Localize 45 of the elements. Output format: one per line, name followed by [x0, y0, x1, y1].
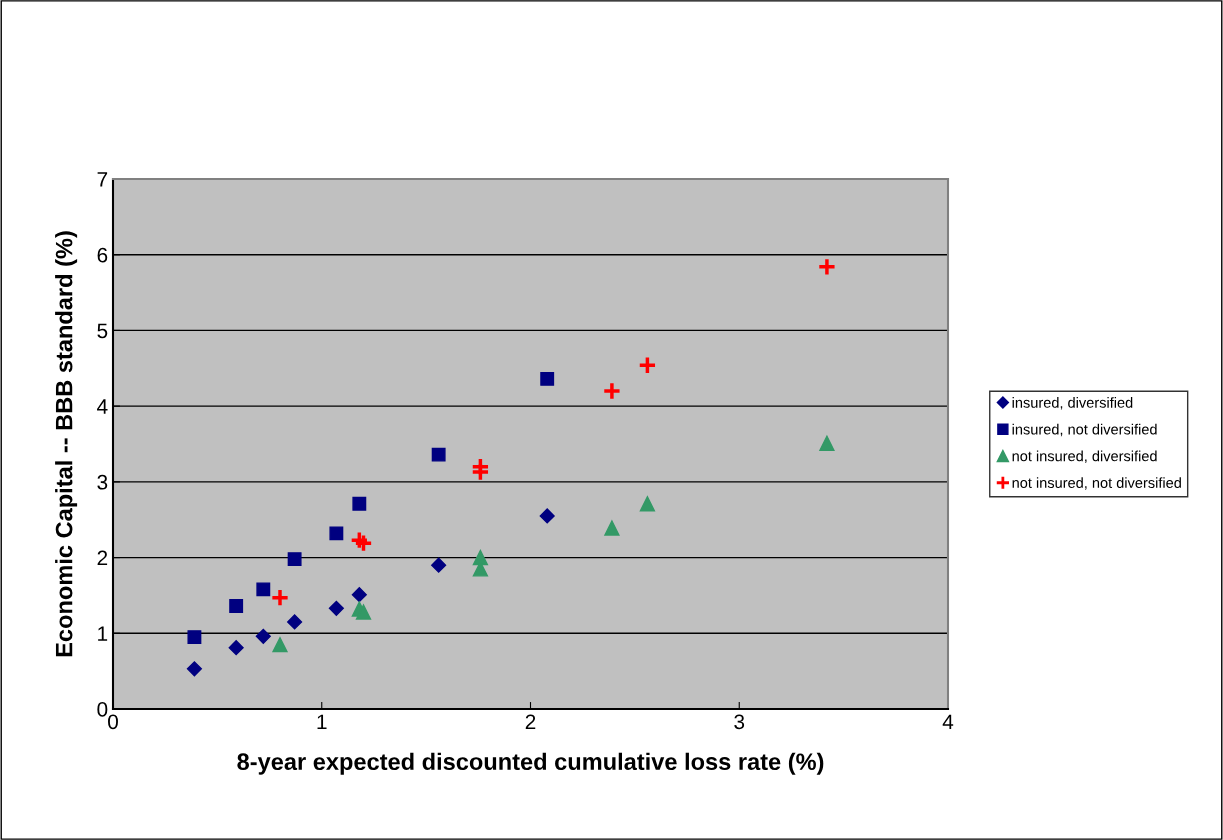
- point: [539, 508, 555, 524]
- legend-label: not insured, not diversified: [1012, 477, 1181, 490]
- point: [431, 557, 447, 573]
- y-tick-label: 7: [97, 172, 108, 187]
- point: [819, 435, 835, 451]
- y-tick-label: 5: [97, 323, 108, 339]
- point: [540, 371, 555, 386]
- x-tick-label: 1: [317, 714, 327, 729]
- point: [431, 447, 446, 462]
- point: [256, 582, 271, 597]
- x-tick-label: 2: [525, 714, 536, 729]
- point: [272, 637, 288, 653]
- point: [329, 526, 344, 541]
- x-tick-label: 0: [108, 714, 118, 730]
- point: [602, 381, 622, 401]
- point: [186, 661, 202, 677]
- y-tick-label: 3: [97, 474, 108, 490]
- x-tick-label: 3: [734, 714, 745, 730]
- x-tick-label: 4: [942, 714, 954, 729]
- point: [287, 552, 302, 567]
- y-tick-label: 6: [97, 247, 108, 263]
- point: [328, 600, 344, 616]
- legend-label: not insured, diversified: [1012, 450, 1157, 463]
- point: [355, 604, 372, 620]
- point: [270, 588, 290, 608]
- point: [351, 587, 367, 603]
- x-axis-title: 8-year expected discounted cumulative loss rate (%): [237, 752, 824, 775]
- point: [638, 355, 657, 375]
- point: [639, 496, 656, 512]
- point: [349, 530, 369, 550]
- point: [604, 520, 620, 536]
- y-axis-title: Economic Capital -- BBB standard (%): [55, 231, 78, 657]
- point: [229, 599, 244, 613]
- point: [817, 257, 837, 277]
- point: [287, 614, 303, 630]
- y-tick-label: 1: [98, 626, 108, 641]
- point: [255, 628, 271, 644]
- y-tick-label: 4: [97, 399, 108, 414]
- point: [352, 496, 367, 511]
- y-tick-label: 0: [97, 702, 108, 717]
- point: [228, 640, 244, 656]
- legend-label: insured, not diversified: [1012, 423, 1157, 437]
- legend-label: insured, diversified: [1012, 397, 1133, 410]
- y-tick-label: 2: [97, 550, 108, 566]
- point: [187, 630, 202, 645]
